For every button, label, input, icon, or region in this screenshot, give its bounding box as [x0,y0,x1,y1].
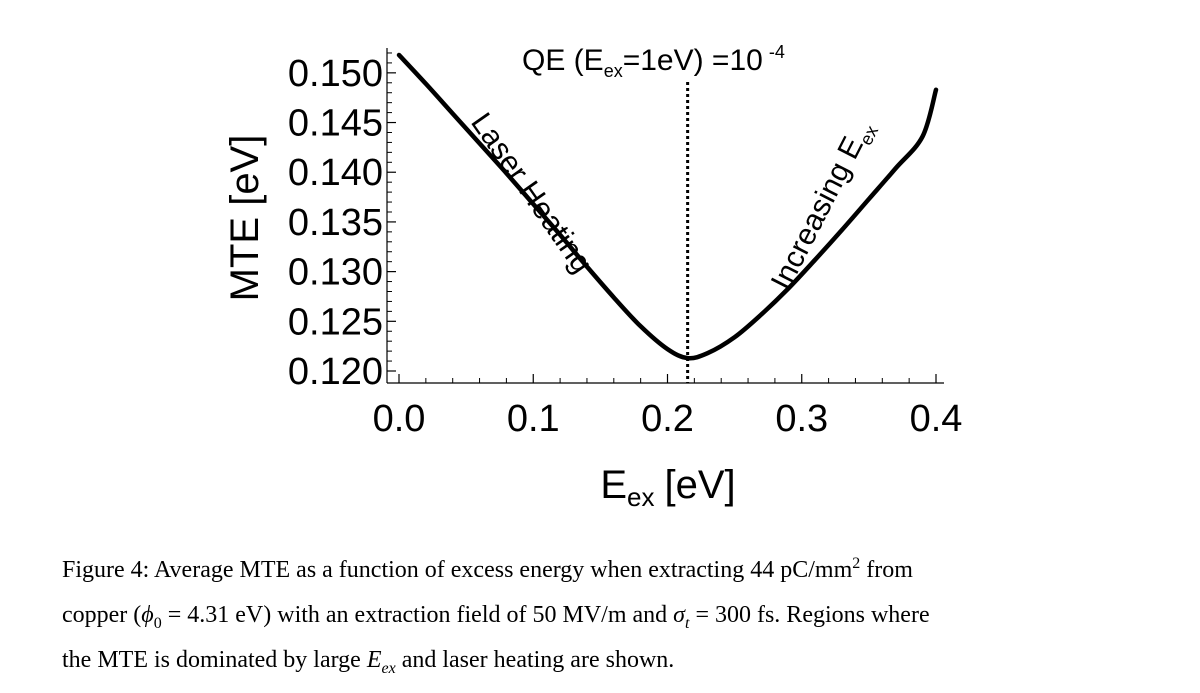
ticks [387,52,937,383]
caption-2a: copper ( [62,602,142,628]
y-tick-label: 0.150 [288,53,383,95]
figure: 0.120 0.125 0.130 0.135 0.140 0.145 0.150 0.0 0.… [223,42,963,512]
caption-3b: and laser heating are shown. [395,647,675,673]
y-axis-label: MTE [eV] [223,135,267,302]
tick-labels: 0.120 0.125 0.130 0.135 0.140 0.145 0.150 0.0 0.… [288,53,963,440]
mte-chart: 0.120 0.125 0.130 0.135 0.140 0.145 0.150 0.0 0.… [223,42,963,512]
mte-curve [396,52,939,361]
caption-sigma: σ [673,602,685,628]
x-tick-label: 0.1 [507,398,560,440]
x-tick-label: 0.3 [775,398,828,440]
x-tick-label: 0.4 [910,398,963,440]
y-tick-label: 0.145 [288,103,383,145]
qe-prefix: QE (E [522,44,604,77]
caption-1-sup: 2 [852,555,861,572]
x-tick-label: 0.2 [641,398,694,440]
caption-2b: = 4.31 eV) with an extraction field of 5… [161,602,674,628]
y-tick-label: 0.125 [288,301,383,343]
laser-heating-label: Laser Heating [464,107,598,279]
qe-sup: -4 [769,42,785,62]
caption-3a: the MTE is dominated by large [62,647,367,673]
axes [386,48,944,384]
caption-line-2: copper (ϕ0 = 4.31 eV) with an extraction… [62,593,1137,638]
qe-mid: =1eV) =10 [623,44,763,77]
x-tick-label: 0.0 [373,398,426,440]
caption-e: E [366,647,382,673]
y-tick-label: 0.120 [288,351,383,393]
caption-line-1: Figure 4: Average MTE as a function of e… [62,548,1137,593]
caption-1a: Figure 4: Average MTE as a function of e… [62,557,853,583]
qe-annotation: QE (Eex=1eV) =10 -4 [522,42,785,81]
caption-e-sub: ex [381,659,396,677]
caption-1b: from [860,557,913,583]
y-tick-label: 0.130 [288,252,383,294]
figure-caption: Figure 4: Average MTE as a function of e… [62,548,1137,683]
caption-2c: = 300 fs. Regions where [689,602,930,628]
y-tick-label: 0.135 [288,202,383,244]
x-axis-label-sub: ex [627,482,654,512]
x-axis-label: Eex [eV] [600,463,735,512]
x-axis-label-main: E [600,463,627,507]
y-tick-label: 0.140 [288,152,383,194]
curve-points [399,55,936,358]
caption-phi: ϕ [141,602,154,628]
x-axis-label-unit: [eV] [665,463,736,507]
qe-sub: ex [604,61,623,81]
caption-line-3: the MTE is dominated by large Eex and la… [62,638,1137,683]
caption-sigma-sub: t [684,614,690,632]
caption-phi-sub: 0 [153,614,162,632]
